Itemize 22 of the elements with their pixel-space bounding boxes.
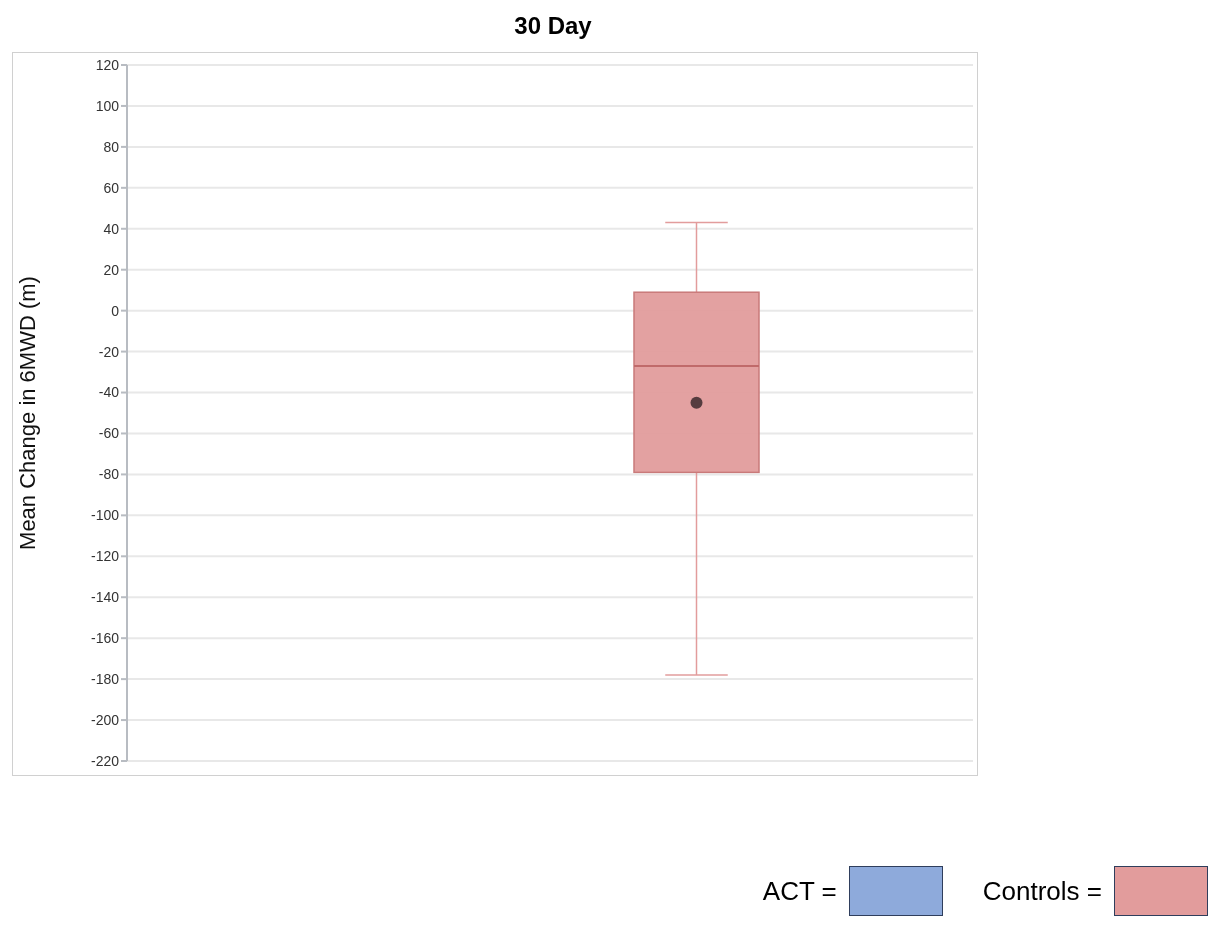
- y-tick-label: 100: [95, 97, 120, 114]
- y-tick-label: -160: [90, 630, 120, 647]
- y-tick-label: -60: [98, 425, 120, 442]
- y-tick-label: -20: [98, 343, 120, 360]
- y-axis-title: Mean Change in 6MWD (m): [14, 276, 40, 550]
- y-tick-label: -100: [90, 507, 120, 524]
- y-tick-label: -200: [90, 712, 120, 729]
- y-tick-label: 80: [103, 138, 120, 155]
- y-tick-label: -180: [90, 671, 120, 688]
- y-tick-label: -80: [98, 466, 120, 483]
- y-tick-label: -120: [90, 548, 120, 565]
- y-tick-label: 120: [95, 56, 120, 73]
- legend-label: ACT =: [762, 875, 837, 907]
- y-tick-label: -40: [98, 384, 120, 401]
- y-tick-label: 20: [103, 261, 120, 278]
- y-tick-label: 0: [111, 302, 120, 319]
- y-tick-label: -140: [90, 589, 120, 606]
- y-tick-label: 60: [103, 179, 120, 196]
- chart-title: 30 Day: [513, 11, 593, 41]
- y-tick-label: 40: [103, 220, 120, 237]
- legend-label: Controls =: [982, 875, 1102, 907]
- y-tick-label: -220: [90, 752, 120, 769]
